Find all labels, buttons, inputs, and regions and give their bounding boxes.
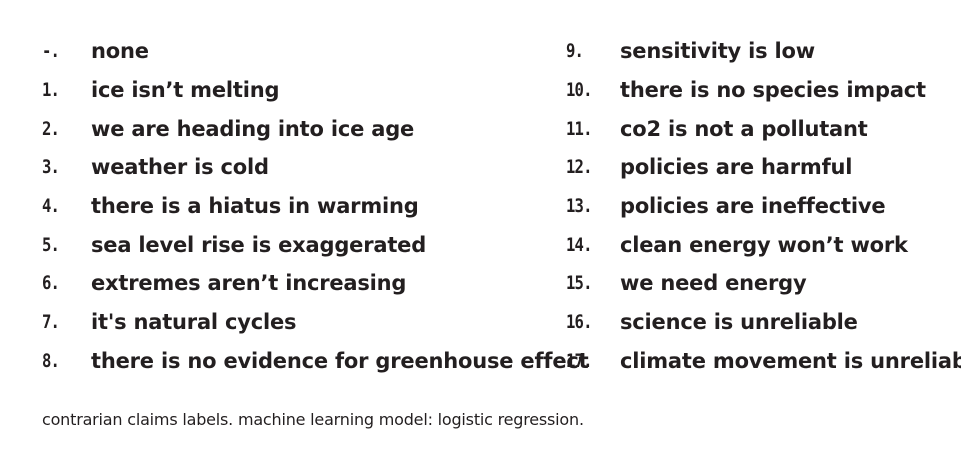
claim-number: 11.: [566, 117, 593, 140]
list-item: 16. science is unreliable: [566, 303, 961, 342]
list-item: 4. there is a hiatus in warming: [42, 187, 588, 226]
claim-label: there is a hiatus in warming: [91, 194, 419, 219]
claim-number: 1.: [42, 79, 60, 102]
claim-number: 5.: [42, 233, 60, 256]
claim-label: there is no species impact: [620, 78, 926, 103]
claim-number: 17.: [566, 349, 593, 372]
claim-number: 16.: [566, 311, 593, 334]
claim-label: none: [91, 39, 149, 64]
claim-number: 6.: [42, 272, 60, 295]
claim-label: it's natural cycles: [91, 310, 297, 335]
list-item: 8. there is no evidence for greenhouse e…: [42, 342, 589, 381]
list-item: 11. co2 is not a pollutant: [566, 109, 961, 148]
claim-label: there is no evidence for greenhouse effe…: [91, 348, 589, 373]
claim-number: 4.: [42, 195, 60, 218]
claim-number: 13.: [566, 195, 593, 218]
claim-label: sea level rise is exaggerated: [91, 232, 427, 257]
list-item: 1. ice isn’t melting: [42, 71, 588, 110]
claim-number: 15.: [566, 272, 593, 295]
claim-label: we are heading into ice age: [91, 116, 415, 141]
list-item: 14. clean energy won’t work: [566, 225, 961, 264]
claim-label: policies are ineffective: [620, 194, 886, 219]
claim-label: extremes aren’t increasing: [91, 271, 407, 296]
list-item: 12. policies are harmful: [566, 148, 961, 187]
claim-number: 10.: [566, 79, 593, 102]
claim-number: 8.: [42, 349, 60, 372]
claim-label: science is unreliable: [620, 310, 858, 335]
list-item: -. none: [42, 32, 588, 71]
claim-number: 3.: [42, 156, 60, 179]
claim-number: -.: [42, 40, 60, 63]
claim-number: 14.: [566, 233, 593, 256]
list-item: 3. weather is cold: [42, 148, 588, 187]
list-item: 13. policies are ineffective: [566, 187, 961, 226]
claims-list-left: -. none 1. ice isn’t melting 2. we are h…: [42, 32, 589, 381]
claim-label: co2 is not a pollutant: [620, 116, 868, 141]
claim-number: 9.: [566, 40, 584, 63]
claim-label: clean energy won’t work: [620, 232, 908, 257]
list-item: 6. extremes aren’t increasing: [42, 264, 588, 303]
list-item: 5. sea level rise is exaggerated: [42, 225, 588, 264]
claim-label: sensitivity is low: [620, 39, 815, 64]
claim-number: 2.: [42, 117, 60, 140]
claim-label: ice isn’t melting: [91, 78, 280, 103]
claim-label: weather is cold: [91, 155, 269, 180]
claim-label: policies are harmful: [620, 155, 853, 180]
list-item: 17. climate movement is unreliable: [566, 342, 961, 381]
claim-label: we need energy: [620, 271, 807, 296]
list-item: 15. we need energy: [566, 264, 961, 303]
claims-list-right: 9. sensitivity is low 10. there is no sp…: [566, 32, 961, 380]
list-item: 9. sensitivity is low: [566, 32, 961, 71]
claim-number: 7.: [42, 311, 60, 334]
claim-label: climate movement is unreliable: [620, 348, 961, 373]
caption: contrarian claims labels. machine learni…: [42, 410, 584, 429]
list-item: 2. we are heading into ice age: [42, 109, 588, 148]
list-item: 7. it's natural cycles: [42, 303, 588, 342]
claim-number: 12.: [566, 156, 593, 179]
list-item: 10. there is no species impact: [566, 71, 961, 110]
